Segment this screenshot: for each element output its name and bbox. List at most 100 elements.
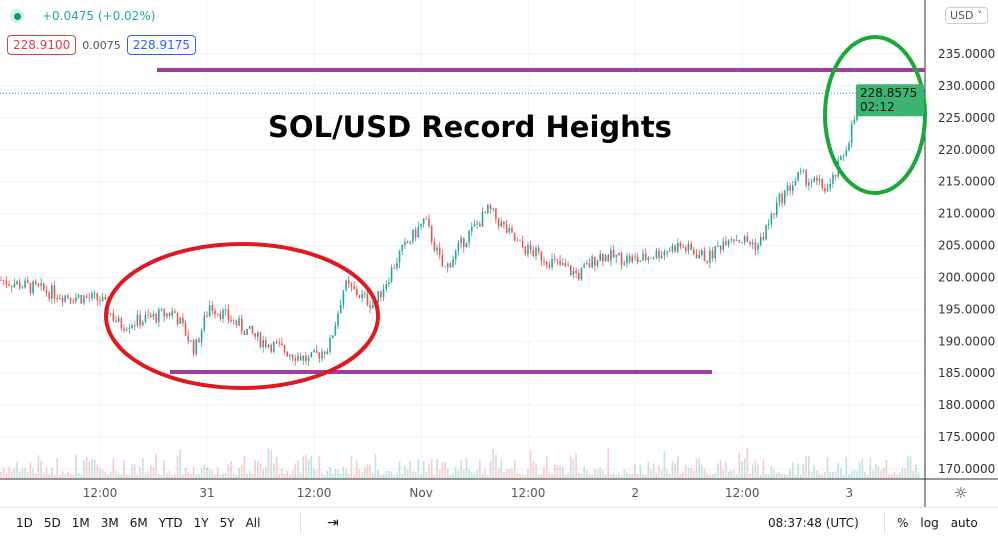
- candle-body: [412, 229, 414, 242]
- volume-bar: [770, 465, 773, 479]
- volume-bar: [117, 472, 120, 479]
- volume-bar: [497, 468, 500, 479]
- volume-bar: [13, 468, 16, 479]
- candle-body: [535, 247, 537, 257]
- range-1y[interactable]: 1Y: [193, 516, 209, 530]
- candle-body: [401, 244, 404, 252]
- candle-body: [762, 237, 765, 240]
- goto-date-icon[interactable]: ⇥: [327, 515, 339, 531]
- volume-bar: [273, 463, 275, 479]
- candle-body: [821, 179, 824, 188]
- volume-bar: [380, 474, 382, 479]
- currency-select[interactable]: USD ˅: [945, 7, 988, 24]
- candle-body: [853, 120, 856, 125]
- volume-bar: [511, 468, 513, 479]
- candle-body: [45, 289, 48, 293]
- volume-bar: [345, 468, 347, 479]
- bottom-toolbar: 1D 5D 1M 3M 6M YTD 1Y 5Y All ⇥ 08:37:48 …: [0, 507, 998, 538]
- candle-body: [101, 297, 104, 302]
- candle-body: [583, 264, 585, 268]
- range-5y[interactable]: 5Y: [219, 516, 235, 530]
- candle-body: [275, 342, 278, 343]
- candle-body: [468, 231, 470, 243]
- candle-body: [187, 335, 190, 341]
- candle-body: [13, 284, 16, 288]
- volume-bar: [639, 464, 642, 479]
- range-5d[interactable]: 5D: [43, 516, 61, 530]
- x-tick-label: 12:00: [297, 486, 332, 500]
- candle-body: [329, 337, 331, 352]
- candle-body: [631, 256, 634, 262]
- candle-body: [663, 251, 666, 256]
- volume-bar: [495, 454, 497, 479]
- candle-body: [628, 255, 631, 262]
- volume-bar: [899, 472, 901, 479]
- candle-body: [422, 218, 425, 224]
- candle-body: [751, 242, 754, 245]
- volume-bar: [219, 474, 222, 479]
- range-1m[interactable]: 1M: [71, 516, 90, 530]
- volume-bar: [808, 456, 810, 479]
- range-3m[interactable]: 3M: [100, 516, 119, 530]
- volume-bar: [853, 469, 856, 479]
- buy-button[interactable]: 228.9175: [126, 35, 197, 55]
- range-all[interactable]: All: [245, 516, 261, 530]
- volume-bar: [115, 470, 117, 479]
- candle-body: [259, 332, 262, 348]
- candle-body: [53, 285, 56, 299]
- volume-bar: [307, 459, 310, 479]
- volume-bar: [516, 473, 519, 479]
- volume-bar: [227, 464, 230, 479]
- volume-bar: [500, 459, 503, 479]
- candle-body: [767, 223, 770, 226]
- auto-toggle[interactable]: auto: [950, 516, 978, 530]
- volume-bar: [275, 456, 278, 479]
- candle-body: [618, 252, 620, 256]
- volume-bar: [471, 472, 473, 479]
- candle-body: [599, 253, 601, 261]
- volume-bar: [406, 469, 409, 479]
- candle-body: [10, 285, 13, 288]
- log-toggle[interactable]: log: [920, 516, 939, 530]
- range-ytd[interactable]: YTD: [158, 516, 183, 530]
- candle-body: [133, 325, 136, 327]
- volume-bar: [18, 471, 21, 479]
- volume-bar: [393, 474, 396, 479]
- volume-bar: [610, 474, 612, 479]
- candle-body: [551, 258, 553, 268]
- candle-body: [671, 245, 674, 251]
- volume-bar: [735, 474, 738, 479]
- candle-body: [676, 242, 679, 252]
- candle-body: [358, 295, 361, 298]
- candle-body: [313, 350, 315, 353]
- sell-button[interactable]: 228.9100: [7, 35, 77, 55]
- price-chart[interactable]: 170.0000 175.0000 180.0000 185.0000 190.0000…: [0, 0, 998, 507]
- candle-body: [556, 259, 559, 261]
- candle-body: [829, 183, 832, 189]
- volume-bar: [532, 461, 535, 479]
- settings-icon[interactable]: ☼: [954, 484, 968, 502]
- volume-bar: [805, 455, 807, 479]
- candle-body: [575, 270, 577, 273]
- candle-body: [695, 253, 698, 259]
- volume-bar: [607, 448, 610, 479]
- volume-bar: [460, 460, 462, 479]
- volume-bar: [85, 457, 88, 479]
- candle-body: [406, 241, 409, 244]
- volume-bar: [620, 474, 623, 479]
- candle-body: [385, 284, 387, 290]
- range-6m[interactable]: 6M: [129, 516, 148, 530]
- candle-body: [626, 255, 628, 264]
- volume-bar: [513, 460, 516, 479]
- volume-bar: [69, 473, 72, 479]
- candle-body: [816, 177, 818, 181]
- range-1d[interactable]: 1D: [16, 516, 33, 530]
- volume-bar: [816, 470, 818, 479]
- candle-body: [390, 267, 393, 283]
- percent-toggle[interactable]: %: [897, 516, 909, 530]
- candle-body: [299, 355, 302, 361]
- volume-bar: [291, 469, 294, 479]
- candle-body: [393, 267, 396, 269]
- volume-bar: [446, 468, 449, 479]
- volume-bar: [200, 467, 203, 479]
